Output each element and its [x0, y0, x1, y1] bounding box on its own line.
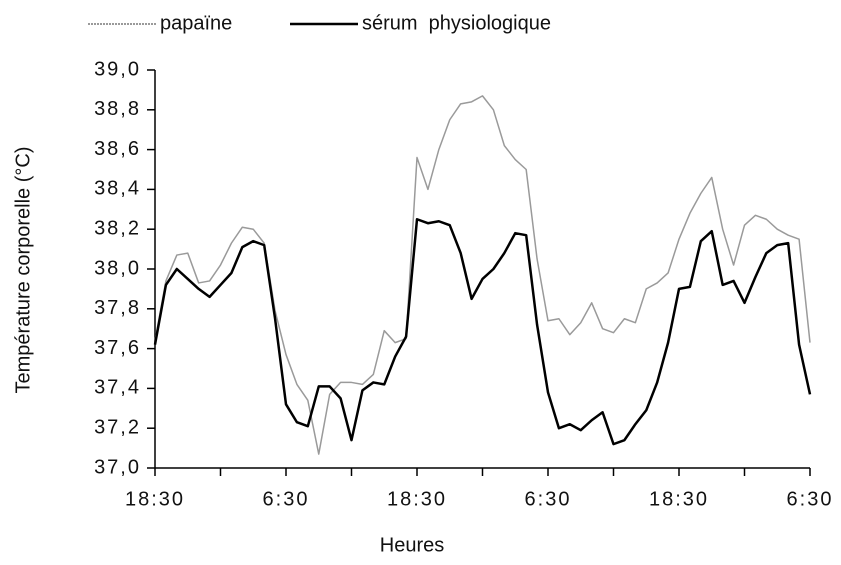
- x-axis-label: Heures: [380, 534, 444, 556]
- y-tick-label: 37,8: [94, 297, 141, 319]
- x-tick-label: 18:30: [649, 488, 709, 510]
- y-tick-label: 37,6: [94, 337, 141, 359]
- legend-label: sérum physiologique: [362, 12, 551, 34]
- x-tick-label: 6:30: [525, 488, 572, 510]
- legend-label: papaïne: [160, 12, 232, 34]
- series-line: [153, 218, 812, 446]
- y-tick-label: 38,2: [94, 217, 141, 239]
- x-tick-label: 6:30: [263, 488, 310, 510]
- series-line: [154, 95, 811, 455]
- y-tick-label: 38,6: [94, 138, 141, 160]
- y-tick-label: 38,4: [94, 178, 141, 200]
- y-tick-label: 38,8: [94, 98, 141, 120]
- y-tick-label: 38,0: [94, 257, 141, 279]
- x-tick-label: 18:30: [387, 488, 447, 510]
- x-tick-label: 6:30: [787, 488, 834, 510]
- y-tick-label: 37,2: [94, 416, 141, 438]
- y-tick-label: 39,0: [94, 58, 141, 80]
- y-tick-label: 37,4: [94, 377, 141, 399]
- y-tick-label: 37,0: [94, 456, 141, 478]
- x-tick-label: 18:30: [125, 488, 185, 510]
- y-axis-label: Température corporelle (°C): [12, 147, 34, 394]
